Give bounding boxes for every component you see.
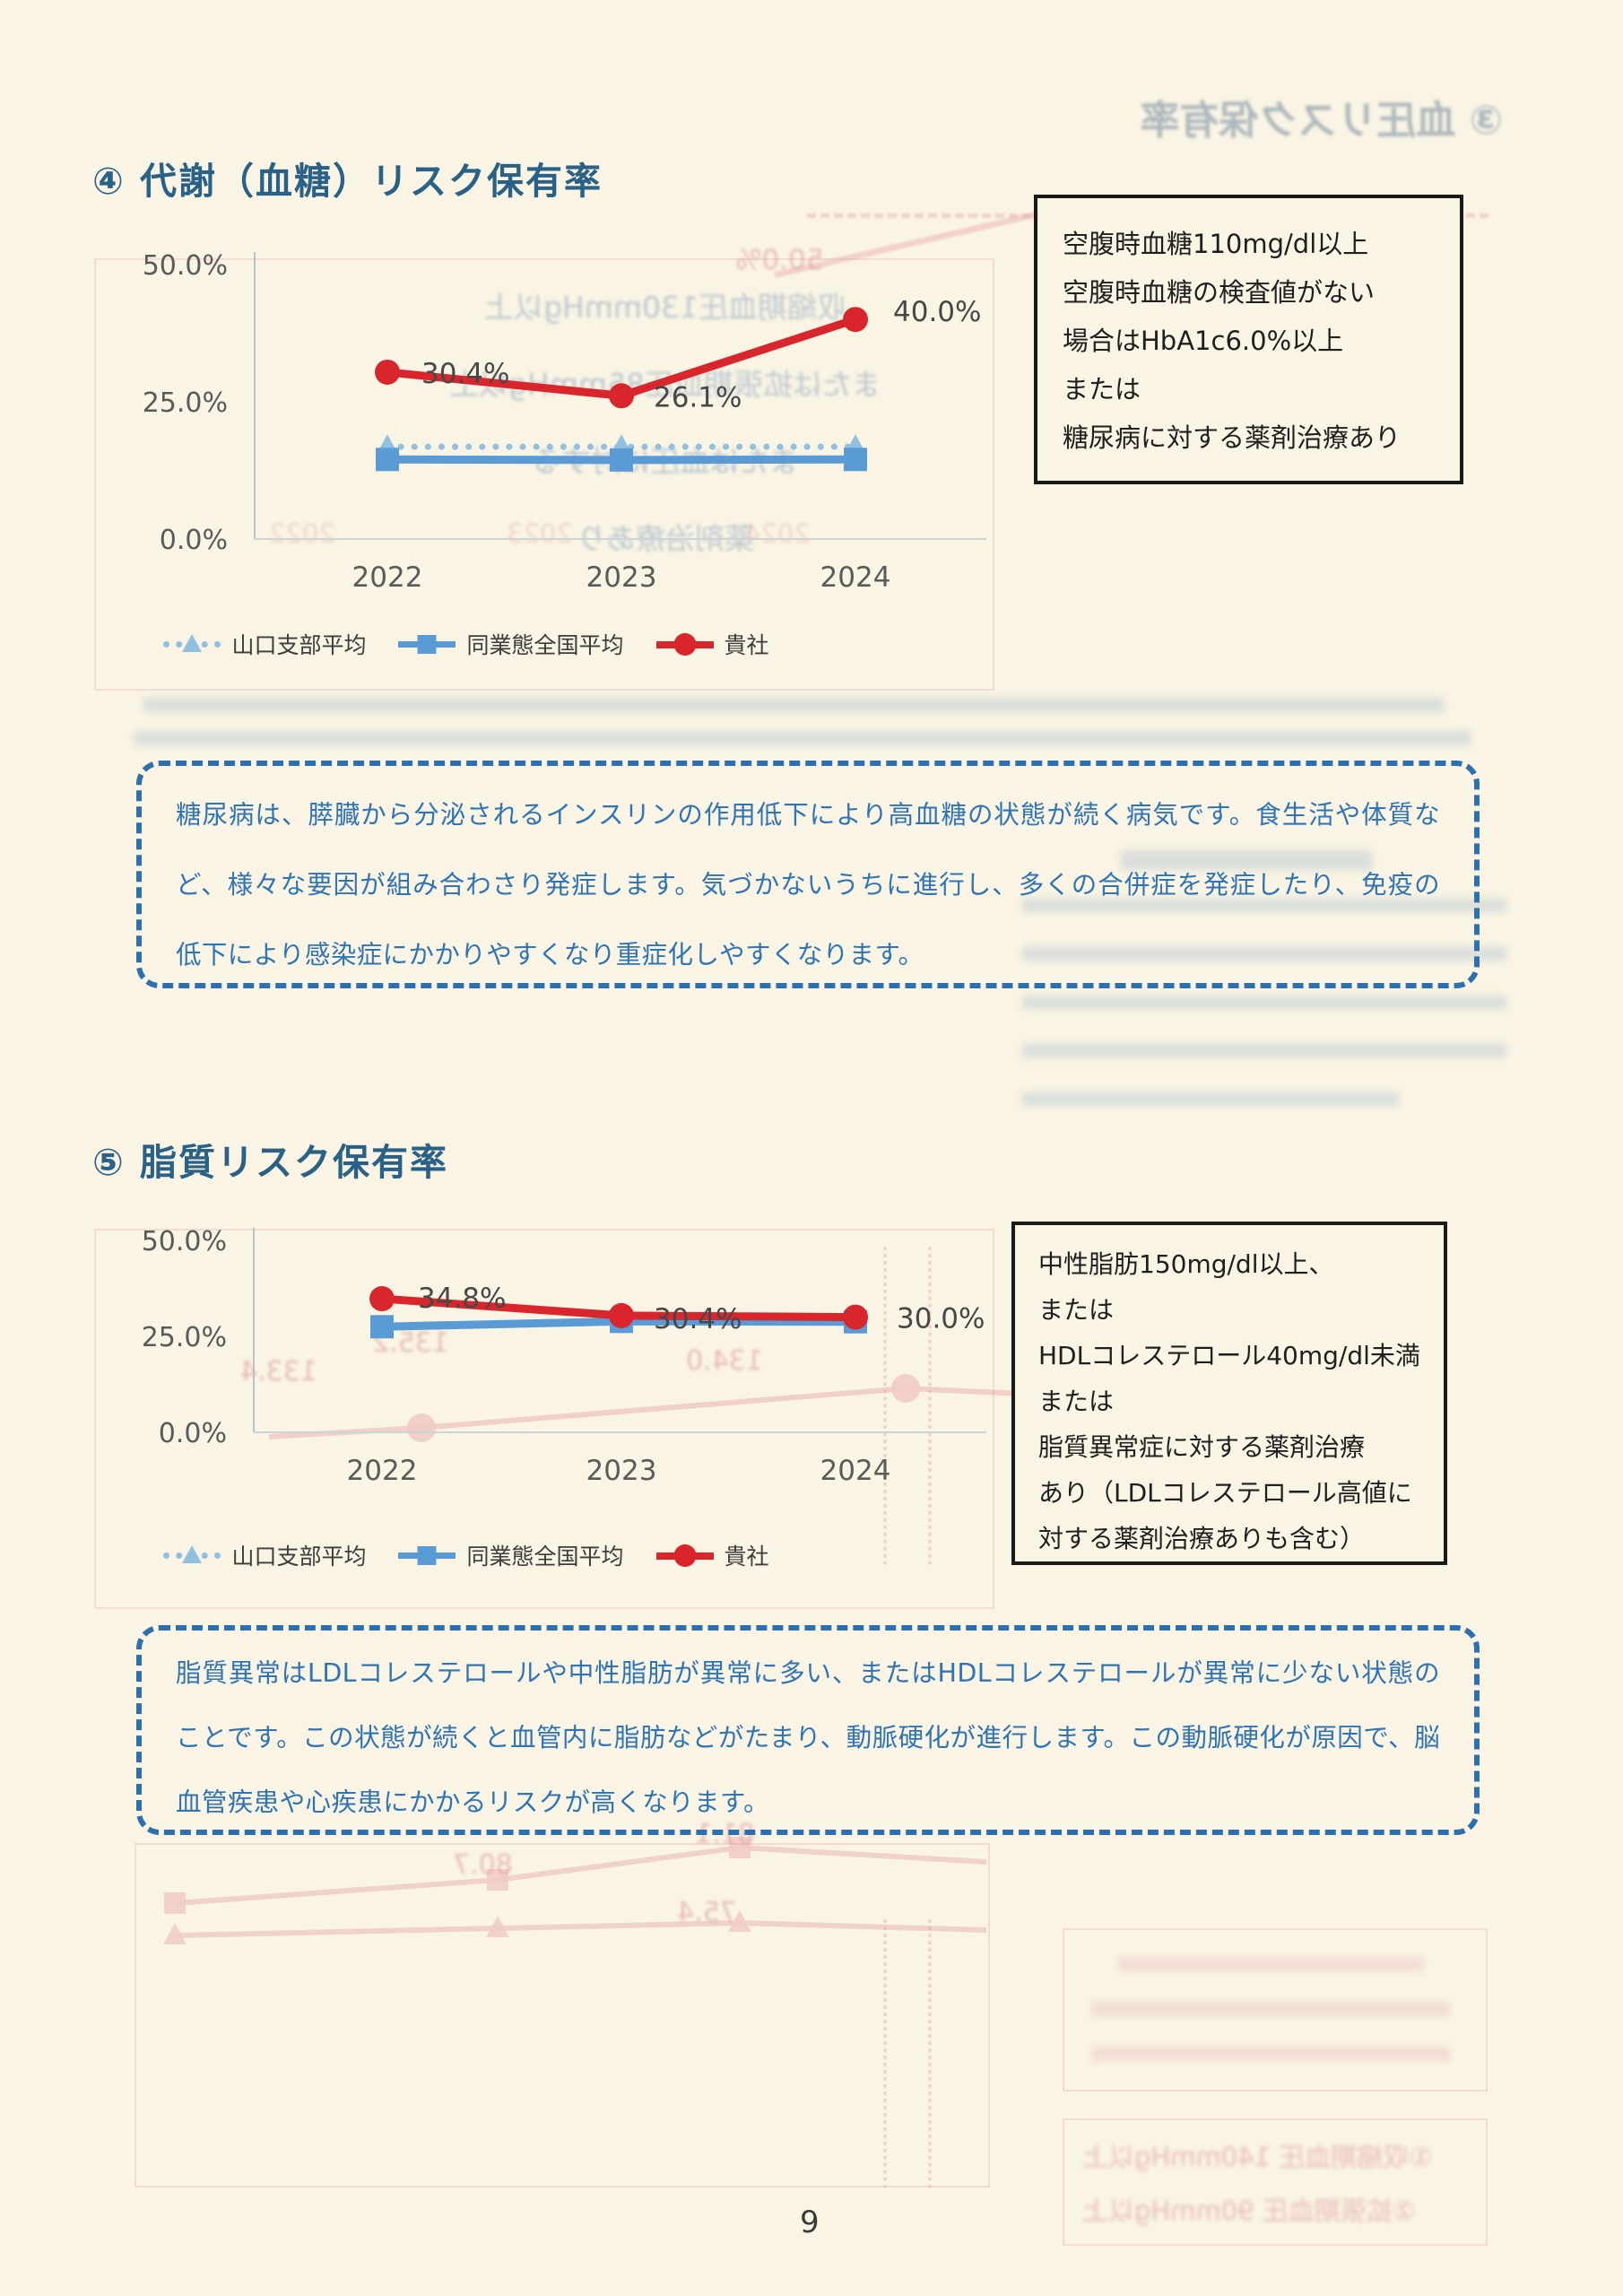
legend-label: 同業態全国平均 [466,1544,624,1570]
bleedthrough-paragraph [1022,1044,1506,1057]
criteria-line: 空腹時血糖の検査値がない [1063,277,1376,308]
svg-text:0.0%: 0.0% [160,525,228,556]
bleedthrough-year-2022: 2022 [269,518,335,549]
bleedthrough-line-chart-mid [268,1374,1023,1442]
bleedthrough-dotted-rule [928,1919,932,2188]
bleedthrough-line-chart-bottom [163,1837,987,1944]
bleedthrough-value: 134.0 [686,1345,763,1377]
criteria-line: または [1063,374,1141,404]
svg-text:26.1%: 26.1% [654,381,742,413]
bleedthrough-chart-frame-bottom [135,1843,990,2187]
criteria-line: 中性脂肪150mg/dl以上、 [1038,1249,1334,1279]
svg-text:2023: 2023 [586,561,657,594]
svg-text:40.0%: 40.0% [893,296,981,328]
bleedthrough-paragraph [1022,1092,1399,1106]
bleedthrough-value: 75.4 [677,1897,737,1928]
svg-text:30.4%: 30.4% [654,1303,742,1335]
bleedthrough-page-title: ③ 血圧リスク保有率 [1140,98,1503,144]
svg-text:2024: 2024 [820,1455,891,1487]
dotted-triangle-line-icon [163,1543,221,1568]
bleedthrough-bp-box-text: 収縮期血圧130mmHg以上 または拡張期血圧85mmHg以上 または血圧に対す… [448,290,882,556]
legend-label: 山口支部平均 [231,632,367,658]
svg-text:50.0%: 50.0% [142,1226,227,1257]
glucose-chart-legend: 山口支部平均 同業態全国平均 貴社 [135,624,798,664]
criteria-line: 空腹時血糖110mg/dl以上 [1063,229,1369,259]
bleedthrough-year-2023: 2023 [507,518,573,549]
bleedthrough-textline [143,698,1444,712]
bleedthrough-value: 135.2 [372,1327,449,1359]
svg-text:25.0%: 25.0% [143,387,228,419]
dotted-triangle-line-icon [163,631,221,657]
lipid-info-text: 脂質異常はLDLコレステロールや中性脂肪が異常に多い、またはHDLコレステロール… [176,1658,1440,1817]
criteria-line: または [1038,1387,1115,1416]
svg-text:30.4%: 30.4% [421,358,509,390]
legend-item-yamaguchi: 山口支部平均 [163,1539,366,1571]
bleedthrough-value: 80.7 [453,1849,513,1881]
bleedthrough-dotted-rule [883,1919,887,2188]
svg-text:30.0%: 30.0% [897,1303,985,1335]
criteria-line: または [1038,1295,1115,1325]
criteria-line: 糖尿病に対する薬剤治療あり [1063,422,1402,453]
svg-text:25.0%: 25.0% [142,1322,227,1353]
bleedthrough-box-bp-criteria: ①収縮期血圧 140mmHg以上 ②拡張期血圧 90mmHg以上 [1063,2118,1488,2246]
glucose-info-text: 糖尿病は、膵臓から分泌されるインスリンの作用低下により高血糖の状態が続く病気です… [176,800,1440,970]
lipid-info-note: 脂質異常はLDLコレステロールや中性脂肪が異常に多い、またはHDLコレステロール… [136,1625,1480,1835]
bleedthrough-red-line [774,208,1048,279]
bleedthrough-textline [135,731,1471,745]
bleedthrough-year-2024: 2024 [744,518,811,549]
solid-square-line-icon [398,631,456,657]
criteria-line: 場合はHbA1c6.0%以上 [1063,326,1344,356]
lipid-criteria-box: 中性脂肪150mg/dl以上、 または HDLコレステロール40mg/dl未満 … [1011,1222,1447,1565]
bleedthrough-dotted-rule [883,1247,887,1565]
glucose-criteria-box: 空腹時血糖110mg/dl以上 空腹時血糖の検査値がない 場合はHbA1c6.0… [1034,195,1463,484]
bleedthrough-value: 133.4 [240,1356,317,1387]
criteria-line: あり（LDLコレステロール高値に [1038,1478,1412,1508]
bleedthrough-paragraph [1022,996,1506,1009]
solid-circle-line-icon [655,1543,714,1568]
legend-item-national: 同業態全国平均 [398,1539,624,1571]
svg-text:2022: 2022 [347,1455,418,1487]
section-title-lipid: ⑤ 脂質リスク保有率 [92,1141,448,1184]
legend-label: 貴社 [724,1544,769,1570]
glucose-risk-chart: 0.0% 25.0% 50.0% 2022 2023 2024 30.4% 26.1% 40.0… [143,250,986,594]
legend-label: 同業態全国平均 [466,632,624,658]
page-number: 9 [800,2205,820,2240]
criteria-line: 対する薬剤治療ありも含む） [1038,1524,1366,1553]
svg-text:2023: 2023 [586,1455,657,1487]
bleedthrough-box [1063,1928,1488,2092]
legend-item-national: 同業態全国平均 [398,628,624,660]
svg-text:0.0%: 0.0% [159,1418,227,1449]
lipid-risk-chart: 0.0% 25.0% 50.0% 2022 2023 2024 34.8% 30.4% 30.0… [142,1226,986,1487]
legend-item-company: 貴社 [655,1539,769,1571]
criteria-line: 脂質異常症に対する薬剤治療 [1038,1432,1366,1462]
svg-text:2024: 2024 [820,561,891,594]
bleedthrough-dotted-rule [928,1247,932,1565]
lipid-chart-legend: 山口支部平均 同業態全国平均 貴社 [135,1535,798,1575]
legend-label: 山口支部平均 [231,1544,367,1570]
legend-item-company: 貴社 [655,628,769,660]
section-title-glucose: ④ 代謝（血糖）リスク保有率 [92,160,603,203]
svg-text:2022: 2022 [352,561,423,594]
criteria-line: HDLコレステロール40mg/dl未満 [1038,1341,1420,1370]
glucose-info-note: 糖尿病は、膵臓から分泌されるインスリンの作用低下により高血糖の状態が続く病気です… [136,761,1480,988]
legend-label: 貴社 [724,632,769,658]
svg-text:50.0%: 50.0% [143,250,228,282]
solid-circle-line-icon [655,631,714,657]
svg-text:34.8%: 34.8% [418,1283,506,1315]
solid-square-line-icon [398,1543,456,1568]
legend-item-yamaguchi: 山口支部平均 [163,628,366,660]
